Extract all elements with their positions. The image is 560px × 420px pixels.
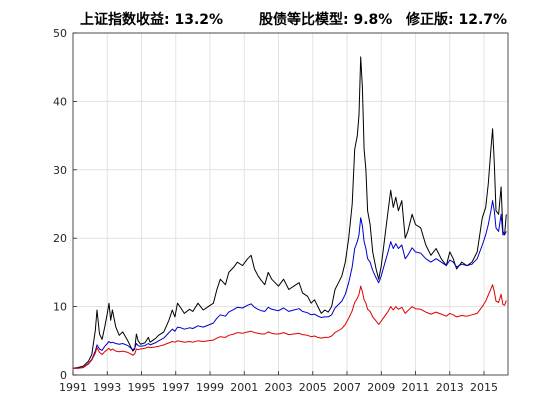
x-tick-label: 2001 (230, 381, 258, 394)
x-tick-label: 1999 (196, 381, 224, 394)
x-tick-label: 2015 (470, 381, 498, 394)
x-tick-label: 2007 (333, 381, 361, 394)
x-tick-label: 1997 (162, 381, 190, 394)
y-tick-label: 30 (53, 164, 67, 177)
plot-frame (72, 32, 509, 376)
x-tick-label: 1991 (59, 381, 87, 394)
y-tick-label: 40 (53, 95, 67, 108)
x-tick-label: 2005 (299, 381, 327, 394)
series-line-blue (73, 200, 507, 369)
x-tick-label: 1995 (128, 381, 156, 394)
x-tick-label: 1993 (93, 381, 121, 394)
y-tick-label: 20 (53, 232, 67, 245)
axis-ticks: 1991 1993 1995 1997 1999 2001 2003 2005 2007 2009… (53, 27, 498, 394)
series-line-red (73, 284, 507, 369)
y-tick-label: 50 (53, 27, 67, 40)
chart-title-shanghai-index-return: 上证指数收益: 13.2% (80, 11, 223, 28)
x-tick-label: 2009 (367, 381, 395, 394)
y-tick-label: 0 (60, 369, 67, 382)
x-tick-label: 2013 (436, 381, 464, 394)
x-tick-label: 2003 (265, 381, 293, 394)
series-lines (72, 56, 507, 369)
chart-title-stock-bond-model: 股债等比模型: 9.8% (259, 11, 392, 28)
y-tick-label: 10 (53, 301, 67, 314)
chart-title-revised-model: 修正版: 12.7% (405, 11, 507, 28)
x-tick-label: 2011 (402, 381, 430, 394)
grid (72, 32, 508, 376)
series-line-black (72, 56, 507, 369)
